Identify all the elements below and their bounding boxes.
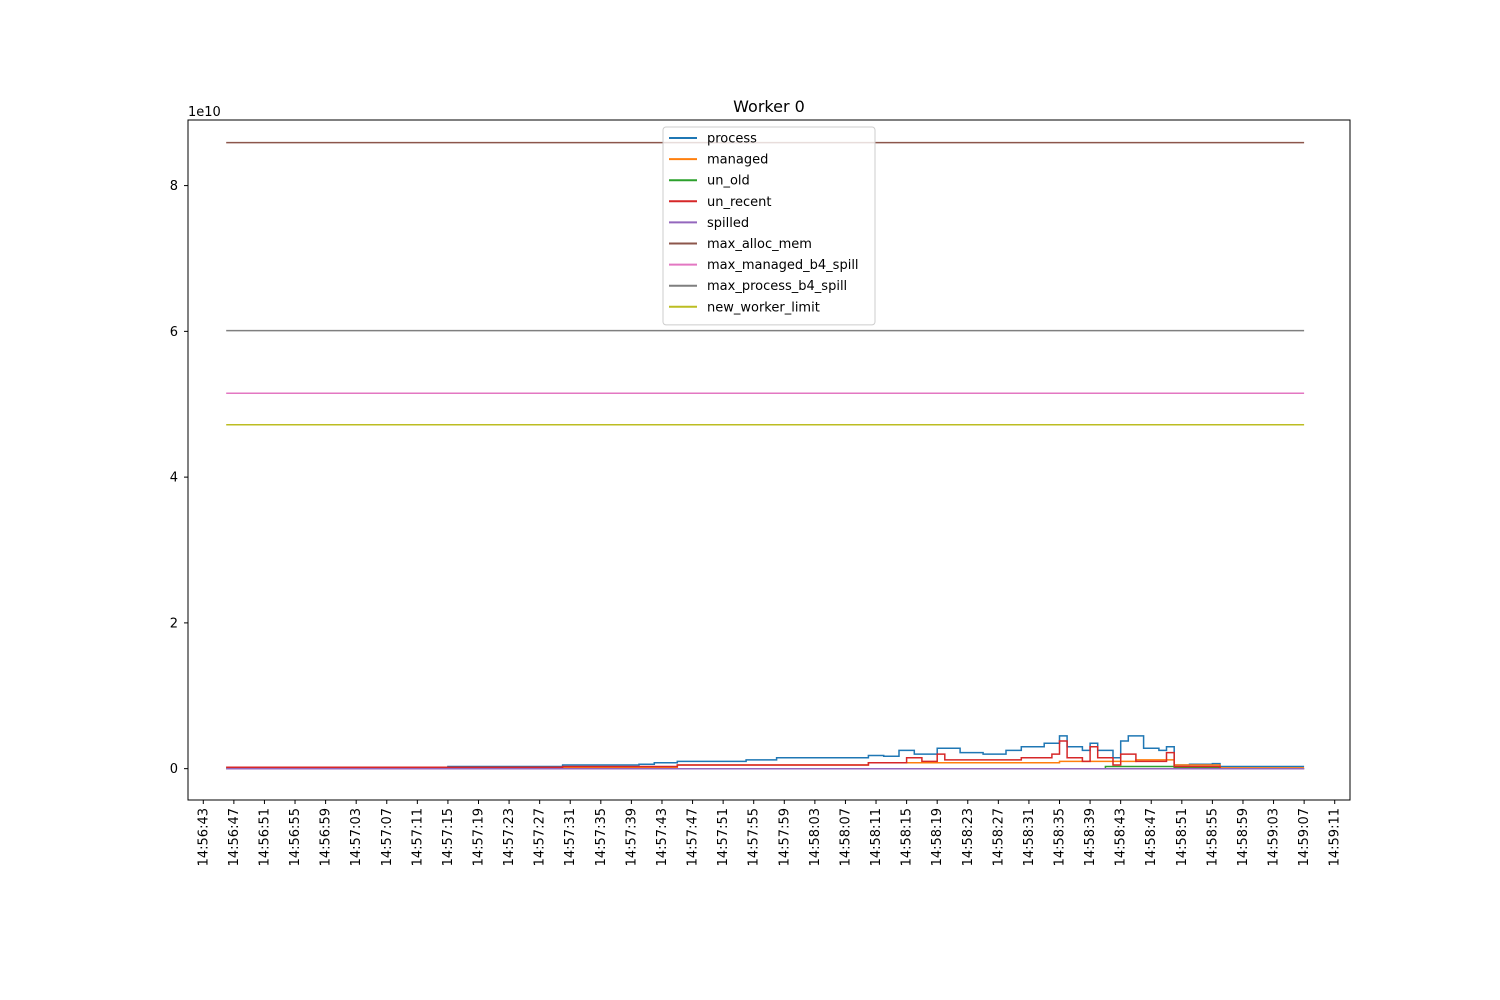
x-tick-label: 14:58:59 <box>1236 808 1251 866</box>
x-tick-label: 14:58:55 <box>1205 808 1220 866</box>
legend-label-un-old: un_old <box>707 174 750 189</box>
x-tick-label: 14:57:03 <box>349 808 364 866</box>
x-tick-label: 14:58:35 <box>1053 808 1068 866</box>
legend-label-max-managed-b4-spill: max_managed_b4_spill <box>707 258 859 273</box>
x-tick-label: 14:56:43 <box>196 808 211 866</box>
legend-label-new-worker-limit: new_worker_limit <box>707 300 820 315</box>
x-tick-label: 14:56:59 <box>319 808 334 866</box>
x-tick-label: 14:58:31 <box>1022 808 1037 866</box>
x-tick-label: 14:58:11 <box>869 808 884 866</box>
x-tick-label: 14:57:27 <box>533 808 548 866</box>
x-tick-label: 14:57:43 <box>655 808 670 866</box>
x-tick-label: 14:59:03 <box>1267 808 1282 866</box>
y-offset-label: 1e10 <box>188 105 221 120</box>
x-tick-label: 14:58:39 <box>1083 808 1098 866</box>
x-tick-label: 14:57:59 <box>777 808 792 866</box>
x-tick-label: 14:57:23 <box>502 808 517 866</box>
x-tick-label: 14:57:19 <box>472 808 487 866</box>
legend-label-max-process-b4-spill: max_process_b4_spill <box>707 279 847 294</box>
x-tick-label: 14:57:35 <box>594 808 609 866</box>
x-tick-label: 14:56:51 <box>257 808 272 866</box>
x-tick-label: 14:58:43 <box>1114 808 1129 866</box>
x-tick-label: 14:57:51 <box>716 808 731 866</box>
y-tick-label: 2 <box>170 616 178 631</box>
x-tick-label: 14:57:55 <box>747 808 762 866</box>
x-tick-label: 14:59:11 <box>1328 808 1343 866</box>
x-tick-label: 14:56:47 <box>227 808 242 866</box>
legend-box <box>662 126 876 326</box>
series-line-process <box>226 735 1305 768</box>
series-line-un-recent <box>226 740 1305 770</box>
x-tick-label: 14:58:27 <box>991 808 1006 866</box>
x-tick-label: 14:57:31 <box>563 808 578 866</box>
legend-label-spilled: spilled <box>707 216 749 231</box>
legend-label-un-recent: un_recent <box>707 195 772 210</box>
plot-area-frame <box>187 119 1351 801</box>
x-tick-label: 14:58:07 <box>838 808 853 866</box>
x-tick-label: 14:57:47 <box>686 808 701 866</box>
y-tick-label: 6 <box>170 325 178 340</box>
y-tick-label: 8 <box>170 179 178 194</box>
legend-label-max-alloc-mem: max_alloc_mem <box>707 237 812 252</box>
x-tick-label: 14:57:39 <box>624 808 639 866</box>
y-tick-label: 0 <box>170 762 178 777</box>
x-tick-label: 14:58:15 <box>900 808 915 866</box>
axes-layer: 0 2 4 6 8 14:56:43 14:56:47 14:56:51 14:56:55 14:… <box>170 119 1351 866</box>
y-tick-label: 4 <box>170 471 178 486</box>
legend-label-process: process <box>707 132 757 147</box>
x-tick-label: 14:58:23 <box>961 808 976 866</box>
x-tick-label: 14:57:11 <box>410 808 425 866</box>
x-tick-label: 14:58:03 <box>808 808 823 866</box>
x-tick-label: 14:58:51 <box>1175 808 1190 866</box>
legend-label-managed: managed <box>707 153 768 168</box>
x-tick-label: 14:56:55 <box>288 808 303 866</box>
x-tick-label: 14:57:07 <box>380 808 395 866</box>
x-tick-label: 14:58:47 <box>1144 808 1159 866</box>
x-tick-label: 14:57:15 <box>441 808 456 866</box>
x-tick-label: 14:58:19 <box>930 808 945 866</box>
x-tick-label: 14:59:07 <box>1297 808 1312 866</box>
chart-title: Worker 0 <box>733 97 805 116</box>
